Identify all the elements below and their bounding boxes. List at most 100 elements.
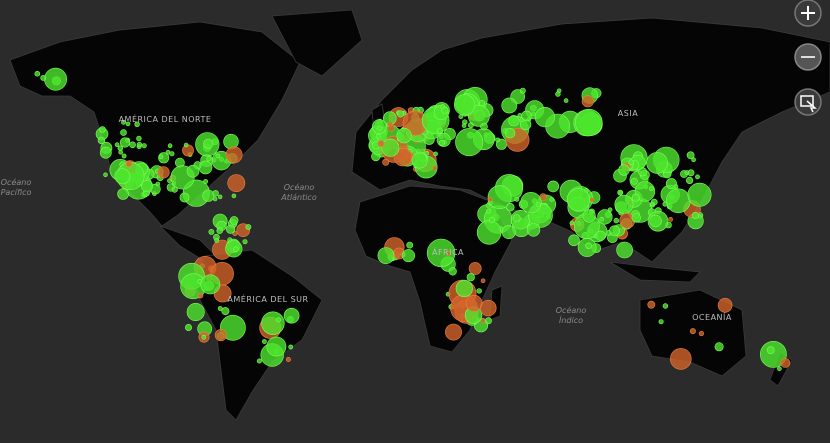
bubble xyxy=(569,220,575,226)
bubble xyxy=(424,150,430,156)
bubble xyxy=(485,202,491,208)
zoom-out-button[interactable] xyxy=(794,43,822,71)
bubble xyxy=(377,247,395,265)
bubble xyxy=(432,165,438,171)
bubble xyxy=(436,127,443,134)
bubble xyxy=(411,152,428,169)
bubble xyxy=(217,194,223,200)
bubble xyxy=(121,153,127,159)
bubble xyxy=(766,346,775,355)
bubble xyxy=(618,164,630,176)
bubble xyxy=(157,166,170,179)
bubble xyxy=(609,225,620,237)
bubble xyxy=(495,137,501,143)
land xyxy=(9,9,830,421)
bubble xyxy=(501,97,518,114)
bubble xyxy=(695,174,700,180)
bubble xyxy=(476,288,482,294)
bubble xyxy=(197,278,202,284)
bubble xyxy=(261,339,267,344)
bubble xyxy=(487,196,493,202)
bubble xyxy=(179,192,190,203)
bubble xyxy=(381,138,400,157)
bubble xyxy=(396,110,405,118)
bubble xyxy=(186,302,205,321)
bubble xyxy=(777,366,782,372)
region-label: ÁFRICA xyxy=(432,246,464,257)
bubble xyxy=(780,357,791,368)
bubble xyxy=(535,202,541,207)
bubble xyxy=(575,108,603,137)
bubble xyxy=(203,138,214,149)
bubble xyxy=(283,307,300,324)
bubble xyxy=(665,188,691,214)
bubble xyxy=(638,167,648,177)
bubble xyxy=(203,179,208,184)
bubble xyxy=(387,121,393,127)
ocean-label: Índico xyxy=(559,314,583,325)
bubble xyxy=(468,262,482,275)
bubble xyxy=(229,216,239,225)
bubble xyxy=(97,136,106,145)
bubble xyxy=(158,154,164,160)
bubble xyxy=(520,192,542,214)
bubble xyxy=(467,105,490,127)
bubble xyxy=(186,164,200,178)
bubble xyxy=(136,141,143,148)
bubble xyxy=(613,217,619,224)
bubble xyxy=(245,224,252,230)
bubble xyxy=(212,190,219,197)
bubble xyxy=(658,319,664,325)
bubble xyxy=(649,186,654,192)
bubble xyxy=(714,342,724,352)
bubble xyxy=(171,186,178,193)
bubble xyxy=(226,224,236,234)
bubble xyxy=(141,143,147,149)
bubble xyxy=(485,317,492,325)
bubble xyxy=(501,225,516,240)
bubble xyxy=(595,230,606,241)
bubble xyxy=(476,220,502,245)
bubble xyxy=(201,334,207,340)
bubble xyxy=(504,127,516,139)
bubble xyxy=(165,150,171,155)
bubble xyxy=(136,135,142,142)
bubble xyxy=(649,214,662,228)
bubble xyxy=(684,170,690,175)
region-label: OCEANÍA xyxy=(692,311,732,322)
ocean-label: Atlántico xyxy=(280,193,317,202)
bubble xyxy=(646,152,668,174)
bubble xyxy=(99,126,106,133)
bubble xyxy=(114,142,120,147)
bubble xyxy=(454,94,476,116)
bubble xyxy=(125,121,131,127)
bubble xyxy=(668,216,673,222)
bubble xyxy=(506,203,515,212)
bubble xyxy=(256,358,262,364)
bubble xyxy=(103,172,108,178)
bubble xyxy=(288,344,294,350)
bubble xyxy=(401,249,415,263)
select-button[interactable] xyxy=(794,88,822,116)
bubble xyxy=(382,158,390,166)
bubble xyxy=(466,273,475,282)
bubble xyxy=(488,217,496,224)
bubble xyxy=(202,189,215,202)
bubble xyxy=(519,87,526,94)
bubble xyxy=(208,228,215,235)
ocean-label: Pacífico xyxy=(1,188,32,197)
zoom-in-button[interactable] xyxy=(794,0,822,27)
bubble xyxy=(129,141,136,149)
bubble xyxy=(526,223,541,237)
bubble xyxy=(691,211,700,220)
bubble xyxy=(568,234,580,247)
bubble xyxy=(445,251,451,256)
bubble xyxy=(582,209,596,223)
bubble xyxy=(673,184,679,189)
bubble xyxy=(455,128,484,157)
bubble xyxy=(555,91,561,97)
bubble xyxy=(275,317,281,323)
bubble xyxy=(266,336,287,357)
bubble xyxy=(630,177,638,185)
